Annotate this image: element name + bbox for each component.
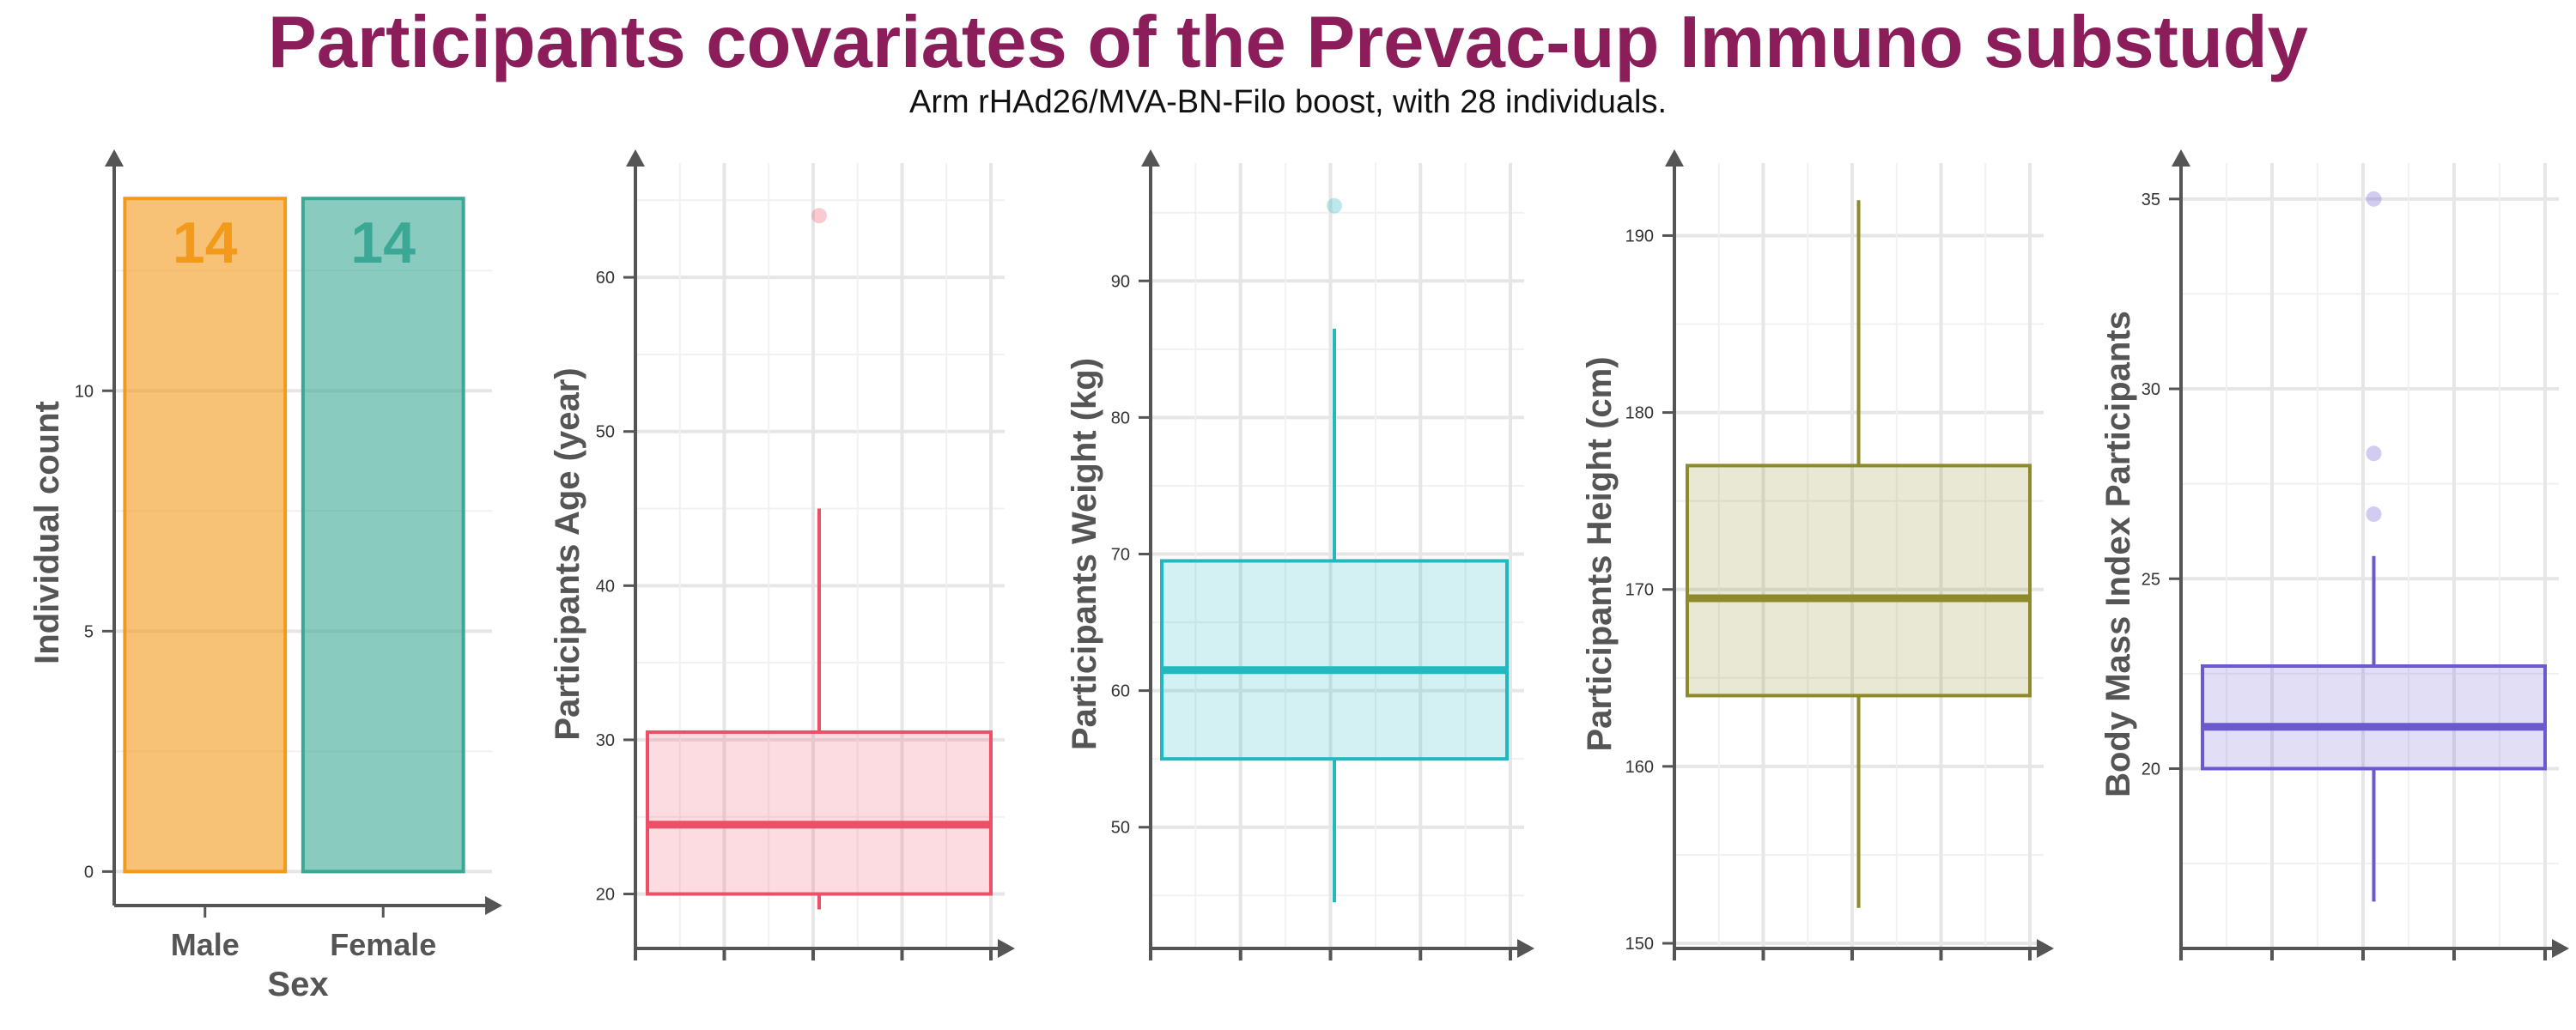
outlier-point xyxy=(2366,506,2382,523)
y-tick-label: 60 xyxy=(596,269,615,288)
y-axis-arrow xyxy=(1665,149,1684,167)
page-title: Participants covariates of the Prevac-up… xyxy=(268,2,2308,83)
y-tick-label: 5 xyxy=(84,622,94,641)
y-tick-label: 60 xyxy=(1111,682,1130,701)
y-tick-label: 50 xyxy=(596,423,615,442)
y-tick-label: 10 xyxy=(75,382,94,401)
x-tick-label: Female xyxy=(330,927,436,962)
chart-panel-5: 20 25 30 35 Body Mass Index Participants xyxy=(2099,149,2569,960)
x-axis-arrow xyxy=(2037,939,2054,958)
y-tick-label: 70 xyxy=(1111,546,1130,565)
y-tick-label: 30 xyxy=(2142,380,2160,399)
chart-panel-3: 50 60 70 80 90 Participants Weight (kg) xyxy=(1066,149,1534,960)
bar-female xyxy=(301,197,465,874)
gridlines xyxy=(1149,163,1524,948)
y-tick-label: 90 xyxy=(1111,272,1130,291)
box-iqr xyxy=(2201,664,2547,771)
bar-data-label: 14 xyxy=(350,210,416,276)
y-axis-arrow xyxy=(2172,149,2190,167)
y-tick-label: 35 xyxy=(2142,191,2160,209)
page-subtitle: Arm rHAd26/MVA-BN-Filo boost, with 28 in… xyxy=(908,84,1668,120)
x-axis-label: Sex xyxy=(267,966,328,1003)
x-axis-arrow xyxy=(2552,939,2569,958)
y-tick-label: 25 xyxy=(2142,570,2160,589)
x-axis-arrow xyxy=(998,939,1015,958)
y-tick-label: 180 xyxy=(1625,404,1654,423)
x-axis-arrow xyxy=(485,896,502,915)
outlier-point xyxy=(1327,197,1342,214)
y-axis-arrow xyxy=(105,149,124,167)
y-tick-label: 170 xyxy=(1625,581,1654,600)
gridlines xyxy=(2179,163,2559,948)
bar-male xyxy=(123,197,288,874)
x-tick-label: Male xyxy=(171,927,240,962)
box-iqr xyxy=(1686,464,2032,698)
y-axis-label: Participants Height (cm) xyxy=(1581,356,1619,751)
chart-panel-2: 20 30 40 50 60 Participants Age (year) xyxy=(549,149,1015,960)
y-tick-label: 0 xyxy=(84,863,94,882)
y-tick-label: 20 xyxy=(2142,760,2160,779)
box-iqr xyxy=(1160,559,1509,761)
y-tick-label: 20 xyxy=(596,886,615,905)
y-tick-label: 30 xyxy=(596,731,615,750)
y-tick-label: 80 xyxy=(1111,409,1130,427)
y-axis-label: Body Mass Index Participants xyxy=(2099,311,2137,797)
y-tick-label: 190 xyxy=(1625,227,1654,245)
y-tick-label: 40 xyxy=(596,577,615,596)
y-axis-arrow xyxy=(626,149,645,167)
y-axis-label: Individual count xyxy=(28,401,66,664)
y-axis-arrow xyxy=(1141,149,1160,167)
box-iqr xyxy=(646,730,993,896)
bar-data-label: 14 xyxy=(173,210,238,276)
chart-panel-4: 150 160 170 180 190 Participants Height (cm) xyxy=(1581,149,2054,960)
y-axis-label: Participants Weight (kg) xyxy=(1066,358,1103,750)
y-tick-label: 160 xyxy=(1625,758,1654,777)
outlier-point xyxy=(811,208,827,224)
outlier-point xyxy=(2366,445,2382,462)
y-axis-label: Participants Age (year) xyxy=(549,367,586,740)
outlier-point xyxy=(2366,191,2382,207)
x-axis-arrow xyxy=(1517,939,1534,958)
y-tick-label: 150 xyxy=(1625,935,1654,954)
y-tick-label: 50 xyxy=(1111,819,1130,838)
